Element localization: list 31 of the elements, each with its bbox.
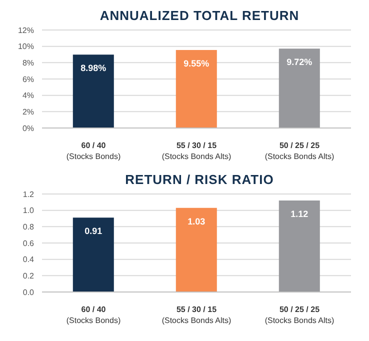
y-tick-label: 0.2	[22, 272, 35, 281]
bar	[278, 200, 320, 292]
bar	[176, 208, 217, 292]
y-tick-label: 0%	[22, 124, 34, 133]
y-tick-label: 1.0	[22, 206, 35, 216]
data-label: 8.98%	[80, 63, 106, 74]
y-tick-label: 0.4	[22, 255, 35, 264]
y-tick-label: 8%	[22, 58, 34, 68]
data-label: 1.12	[290, 208, 308, 219]
data-label: 1.03	[188, 216, 206, 226]
y-tick-label: 10%	[18, 42, 34, 52]
chart-title: ANNUALIZED TOTAL RETURN	[98, 8, 300, 25]
y-tick-label: 0.0	[22, 288, 35, 297]
y-tick-label: 2%	[22, 108, 34, 117]
y-tick-label: 0.6	[22, 238, 35, 248]
data-label: 9.72%	[286, 57, 312, 68]
y-tick-label: 0.8	[22, 222, 35, 232]
y-tick-label: 6%	[22, 74, 34, 84]
x-tick-label: 60 / 40 (Stocks Bonds)	[66, 141, 121, 161]
bar	[72, 218, 114, 292]
y-tick-label: 4%	[22, 91, 34, 100]
x-tick-label: 60 / 40 (Stocks Bonds)	[66, 305, 121, 325]
y-tick-label: 1.2	[22, 190, 35, 199]
y-tick-label: 12%	[18, 26, 34, 35]
x-tick-label: 50 / 25 / 25 (Stocks Bonds Alts)	[264, 141, 335, 161]
data-label: 9.55%	[184, 58, 210, 68]
data-label: 0.91	[84, 226, 102, 236]
chart-title: RETURN / RISK RATIO	[124, 172, 275, 189]
x-tick-label: 55 / 30 / 15 (Stocks Bonds Alts)	[162, 141, 232, 161]
x-tick-label: 50 / 25 / 25 (Stocks Bonds Alts)	[264, 305, 335, 325]
x-tick-label: 55 / 30 / 15 (Stocks Bonds Alts)	[162, 305, 232, 325]
